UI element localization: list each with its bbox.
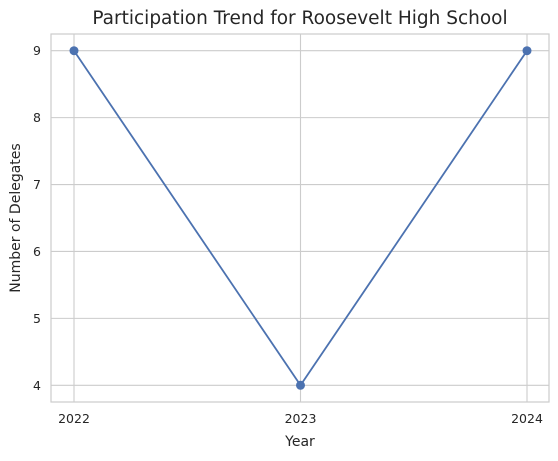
data-point xyxy=(522,46,532,56)
y-tick-label: 9 xyxy=(33,43,41,58)
y-tick-label: 7 xyxy=(33,177,41,192)
plot-frame xyxy=(50,33,550,403)
y-tick-label: 4 xyxy=(33,378,41,393)
x-tick-label: 2023 xyxy=(285,411,317,426)
y-tick-label: 6 xyxy=(33,244,41,259)
x-tick-label: 2022 xyxy=(58,411,90,426)
y-axis-label: Number of Delegates xyxy=(8,143,24,292)
y-tick-label: 5 xyxy=(33,311,41,326)
data-point xyxy=(69,46,79,56)
chart-title: Participation Trend for Roosevelt High S… xyxy=(92,8,507,29)
data-point xyxy=(296,380,305,390)
x-axis-label: Year xyxy=(284,434,315,450)
grid-lines xyxy=(51,34,549,402)
series-layer xyxy=(69,46,532,390)
tick-labels: 4 5 6 7 8 9 2022 2023 2024 xyxy=(33,43,543,426)
y-tick-label: 8 xyxy=(33,110,41,125)
x-tick-label: 2024 xyxy=(511,411,543,426)
